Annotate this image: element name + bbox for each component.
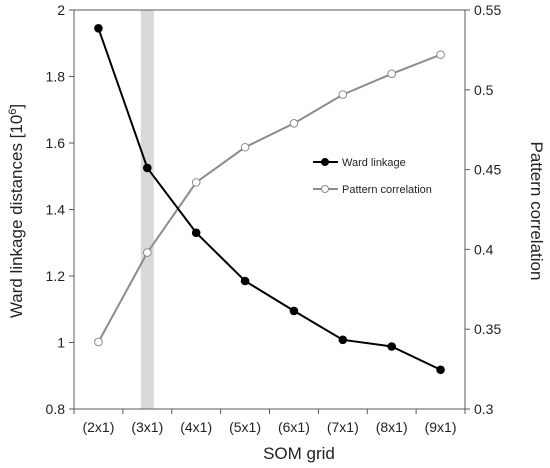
x-axis-ticks: (2x1) (3x1) (4x1) (5x1) (6x1) (7x1) (8x1) (9x1) [73, 409, 466, 435]
x-axis-title: SOM grid [263, 444, 335, 463]
data-point-ward-linkage [240, 276, 250, 286]
y2-tick-label: 0.5 [474, 82, 494, 98]
left-axis-ticks: 0.8 1 1.2 1.4 1.6 1.8 2 [46, 2, 74, 417]
y-tick-label: 1.8 [46, 69, 66, 85]
x-tick-label: (6x1) [278, 419, 310, 435]
y2-tick-label: 0.35 [474, 321, 501, 337]
data-point-pattern-correlation [338, 90, 348, 99]
x-tick-label: (7x1) [327, 419, 359, 435]
data-point-ward-linkage [289, 306, 299, 316]
y2-tick-label: 0.45 [474, 162, 501, 178]
y-tick-label: 1.6 [46, 135, 66, 151]
y2-tick-label: 0.4 [474, 241, 494, 257]
data-point-ward-linkage [94, 23, 103, 33]
right-axis-ticks: 0.3 0.35 0.4 0.45 0.5 0.55 [465, 2, 501, 417]
legend-marker-ward [321, 158, 329, 166]
legend-label-ward: Ward linkage [342, 157, 406, 169]
x-tick-label: (2x1) [82, 419, 114, 435]
y-axis-title-suffix: ] [7, 104, 26, 109]
legend-label-pattern: Pattern correlation [342, 184, 432, 196]
data-point-pattern-correlation [191, 178, 201, 187]
y-axis-title-main: Ward linkage distances [10 [7, 115, 26, 318]
y-axis-title-exponent: 6 [7, 109, 19, 115]
y-tick-label: 0.8 [46, 401, 66, 417]
x-tick-label: (3x1) [131, 419, 163, 435]
y-tick-label: 1.4 [46, 202, 66, 218]
data-point-ward-linkage [191, 228, 201, 238]
y-tick-label: 1.2 [46, 268, 66, 284]
x-tick-label: (8x1) [376, 419, 408, 435]
y-tick-label: 2 [57, 2, 65, 18]
plot-frame [73, 9, 466, 410]
x-tick-label: (5x1) [229, 419, 261, 435]
data-point-ward-linkage [143, 163, 152, 173]
data-point-pattern-correlation [240, 142, 250, 152]
y2-axis-title: Pattern correlation [527, 142, 546, 281]
series-line-ward-linkage [97, 27, 441, 371]
data-point-ward-linkage [338, 335, 348, 345]
data-point-ward-linkage [436, 365, 445, 375]
x-tick-label: (9x1) [425, 419, 457, 435]
data-point-pattern-correlation [143, 248, 152, 257]
series-line-pattern-correlation [97, 53, 441, 343]
data-point-pattern-correlation [387, 69, 396, 79]
data-point-pattern-correlation [436, 50, 445, 59]
data-point-pattern-correlation [289, 119, 299, 128]
y2-tick-label: 0.3 [474, 401, 494, 417]
y-tick-label: 1 [57, 335, 65, 351]
legend: Ward linkage Pattern correlation [313, 157, 432, 196]
y-axis-title: Ward linkage distances [106] [7, 104, 26, 318]
data-point-ward-linkage [387, 342, 396, 351]
x-tick-label: (4x1) [180, 419, 212, 435]
legend-marker-pattern [321, 185, 329, 193]
series-layer [94, 23, 445, 375]
highlight-band [140, 10, 154, 409]
y2-tick-label: 0.55 [474, 2, 501, 18]
data-point-pattern-correlation [94, 337, 103, 347]
